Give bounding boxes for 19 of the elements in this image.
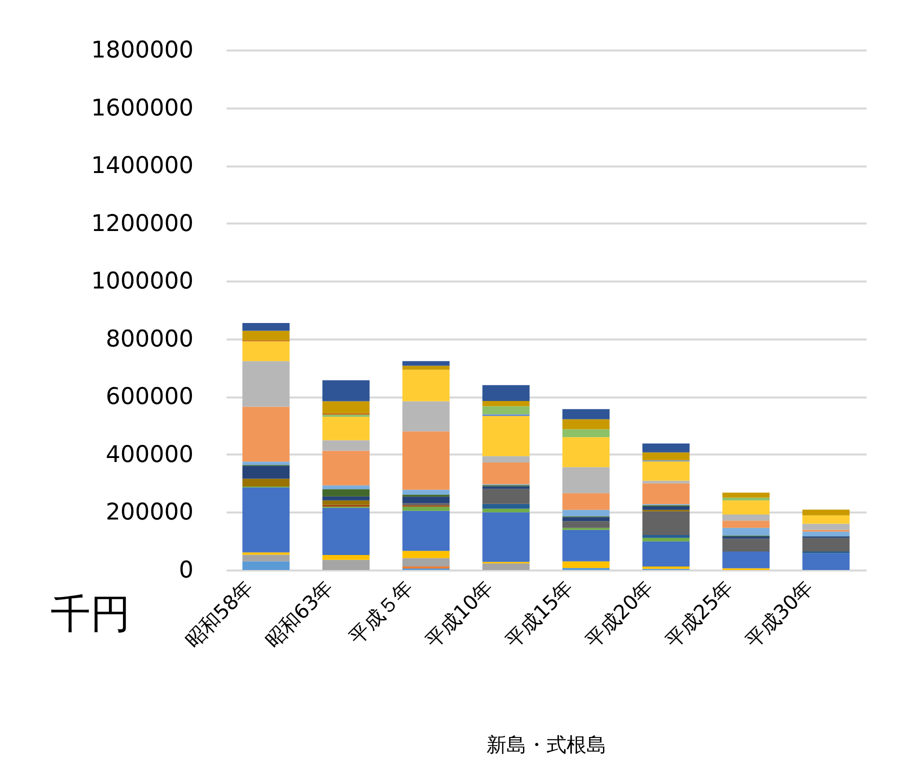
y-tick-label: 0: [178, 558, 194, 584]
y-axis-title: 千円: [50, 592, 130, 638]
y-tick-label: 1000000: [91, 268, 194, 295]
x-axis-title: 新島・式根島: [486, 732, 606, 756]
y-tick-label: 400000: [106, 442, 194, 468]
x-tick-label: 平成15年: [500, 575, 578, 653]
x-tick-label: 平成10年: [420, 575, 498, 653]
x-tick-label: 平成20年: [580, 575, 658, 653]
y-tick-label: 1800000: [91, 38, 194, 64]
y-tick-label: 200000: [106, 500, 194, 526]
y-tick-label: 800000: [106, 326, 194, 352]
x-tick-label: 平成５年: [344, 575, 418, 649]
y-tick-label: 600000: [106, 384, 194, 410]
y-tick-label: 1600000: [91, 95, 194, 122]
y-tick-label: 1400000: [91, 153, 194, 180]
x-tick-label: 平成30年: [740, 575, 818, 653]
x-tick-label: 昭和63年: [260, 575, 338, 653]
x-tick-label: 平成25年: [660, 575, 738, 653]
y-tick-label: 1200000: [91, 210, 194, 237]
